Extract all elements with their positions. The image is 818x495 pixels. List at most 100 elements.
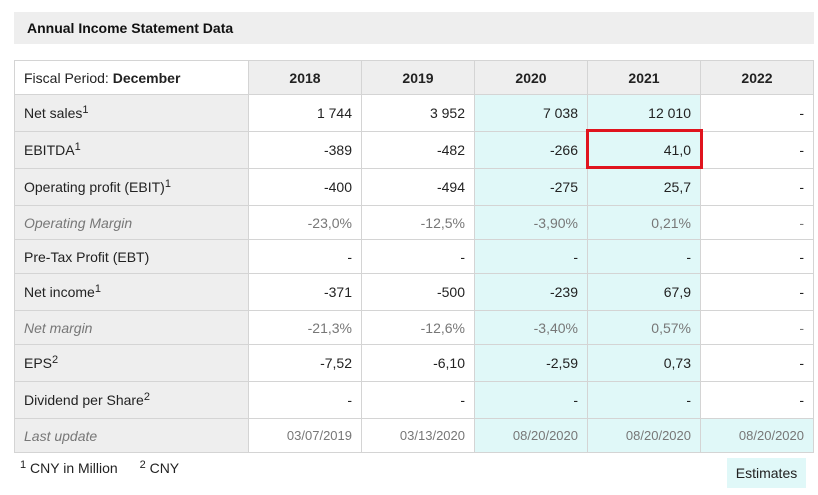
cell-value-estimate: 0,73	[587, 344, 701, 382]
footnote-ref: 1	[164, 178, 171, 190]
table-row: EBITDA1 -389 -482 -266 41,0 -	[14, 131, 814, 169]
cell-value: -7,52	[248, 344, 362, 382]
cell-value-estimate: -	[474, 239, 588, 274]
row-label-operating-margin: Operating Margin	[14, 205, 249, 240]
fiscal-period-label: Fiscal Period: December	[14, 60, 249, 95]
table-row: EPS2 -7,52 -6,10 -2,59 0,73 -	[14, 344, 814, 382]
row-label-last-update: Last update	[14, 418, 249, 453]
year-header-2019: 2019	[361, 60, 475, 95]
row-label-text: EBITDA	[24, 142, 75, 158]
footnote-2: 2 CNY	[139, 459, 180, 477]
cell-value: -12,6%	[361, 310, 475, 345]
cell-value: -371	[248, 273, 362, 311]
cell-value: -482	[361, 131, 475, 169]
cell-value: -12,5%	[361, 205, 475, 240]
footnote-ref: 2	[52, 354, 59, 366]
row-label-text: Operating Margin	[24, 214, 133, 231]
cell-value: 03/07/2019	[248, 418, 362, 453]
cell-value-estimate: 12 010	[587, 94, 701, 132]
table-row: Operating profit (EBIT)1 -400 -494 -275 …	[14, 168, 814, 206]
table-row: Net sales1 1 744 3 952 7 038 12 010 -	[14, 94, 814, 132]
cell-value-estimate: 08/20/2020	[700, 418, 814, 453]
cell-value-estimate: 25,7	[587, 168, 701, 206]
cell-value: -	[700, 273, 814, 311]
cell-value: -	[700, 205, 814, 240]
cell-value: 3 952	[361, 94, 475, 132]
cell-value-estimate: 08/20/2020	[474, 418, 588, 453]
footnote-mark: 2	[139, 459, 146, 471]
cell-value: -23,0%	[248, 205, 362, 240]
cell-value-estimate: 67,9	[587, 273, 701, 311]
cell-value-estimate: 0,57%	[587, 310, 701, 345]
cell-value: -	[700, 344, 814, 382]
footnote-1: 1 CNY in Million	[20, 459, 118, 477]
cell-value: 03/13/2020	[361, 418, 475, 453]
row-label-text: Net income	[24, 284, 95, 300]
footnote-ref: 1	[74, 141, 81, 153]
cell-value-estimate: -239	[474, 273, 588, 311]
row-label-ebitda: EBITDA1	[14, 131, 249, 169]
income-statement-table: Fiscal Period: December 2018 2019 2020 2…	[14, 60, 814, 453]
cell-value-estimate: -	[587, 239, 701, 274]
cell-value: -500	[361, 273, 475, 311]
cell-value-estimate: 7 038	[474, 94, 588, 132]
footnotes: 1 CNY in Million 2 CNY	[20, 459, 197, 477]
section-title: Annual Income Statement Data	[14, 12, 814, 44]
cell-value: -494	[361, 168, 475, 206]
row-label-text: Last update	[24, 427, 98, 444]
row-label-net-sales: Net sales1	[14, 94, 249, 132]
footnote-mark: 1	[20, 459, 27, 471]
footnote-text: CNY	[145, 460, 180, 476]
cell-value-estimate: 08/20/2020	[587, 418, 701, 453]
year-header-2022: 2022	[700, 60, 814, 95]
footnote-ref: 1	[94, 283, 101, 295]
row-label-net-income: Net income1	[14, 273, 249, 311]
row-label-text: Net sales	[24, 105, 83, 121]
row-label-net-margin: Net margin	[14, 310, 249, 345]
cell-value: -389	[248, 131, 362, 169]
table-row: Pre-Tax Profit (EBT) - - - - -	[14, 239, 814, 274]
cell-value-estimate: -3,90%	[474, 205, 588, 240]
year-header-2021: 2021	[587, 60, 701, 95]
cell-value: -	[248, 381, 362, 419]
cell-value-estimate: 0,21%	[587, 205, 701, 240]
table-row: Last update 03/07/2019 03/13/2020 08/20/…	[14, 418, 814, 453]
cell-value-estimate: -266	[474, 131, 588, 169]
footnote-ref: 1	[82, 104, 89, 116]
row-label-text: Dividend per Share	[24, 392, 144, 408]
row-label-text: Operating profit (EBIT)	[24, 179, 165, 195]
cell-value-estimate: -275	[474, 168, 588, 206]
table-row: Net margin -21,3% -12,6% -3,40% 0,57% -	[14, 310, 814, 345]
row-label-operating-profit: Operating profit (EBIT)1	[14, 168, 249, 206]
cell-value: -	[700, 94, 814, 132]
cell-value-estimate: -	[474, 381, 588, 419]
row-label-text: Pre-Tax Profit (EBT)	[24, 248, 150, 265]
year-header-2018: 2018	[248, 60, 362, 95]
table-header-row: Fiscal Period: December 2018 2019 2020 2…	[14, 60, 814, 95]
estimates-legend: Estimates	[727, 458, 806, 488]
table-row: Dividend per Share2 - - - - -	[14, 381, 814, 419]
cell-value: 1 744	[248, 94, 362, 132]
cell-value: -21,3%	[248, 310, 362, 345]
footnote-ref: 2	[143, 391, 150, 403]
cell-value: -	[700, 310, 814, 345]
cell-value: -6,10	[361, 344, 475, 382]
cell-value: -	[700, 381, 814, 419]
cell-value: -400	[248, 168, 362, 206]
cell-value: -	[361, 381, 475, 419]
row-label-text: EPS	[24, 355, 53, 371]
fiscal-period-prefix: Fiscal Period:	[24, 69, 113, 86]
cell-value: -	[248, 239, 362, 274]
table-row: Net income1 -371 -500 -239 67,9 -	[14, 273, 814, 311]
cell-value: -	[700, 239, 814, 274]
year-header-2020: 2020	[474, 60, 588, 95]
row-label-pre-tax-profit: Pre-Tax Profit (EBT)	[14, 239, 249, 274]
row-label-text: Net margin	[24, 319, 93, 336]
cell-value-estimate: -	[587, 381, 701, 419]
row-label-dividend-per-share: Dividend per Share2	[14, 381, 249, 419]
cell-value: -	[700, 168, 814, 206]
footnote-text: CNY in Million	[26, 460, 118, 476]
cell-value-highlighted: 41,0	[587, 131, 701, 169]
row-label-eps: EPS2	[14, 344, 249, 382]
cell-value: -	[361, 239, 475, 274]
